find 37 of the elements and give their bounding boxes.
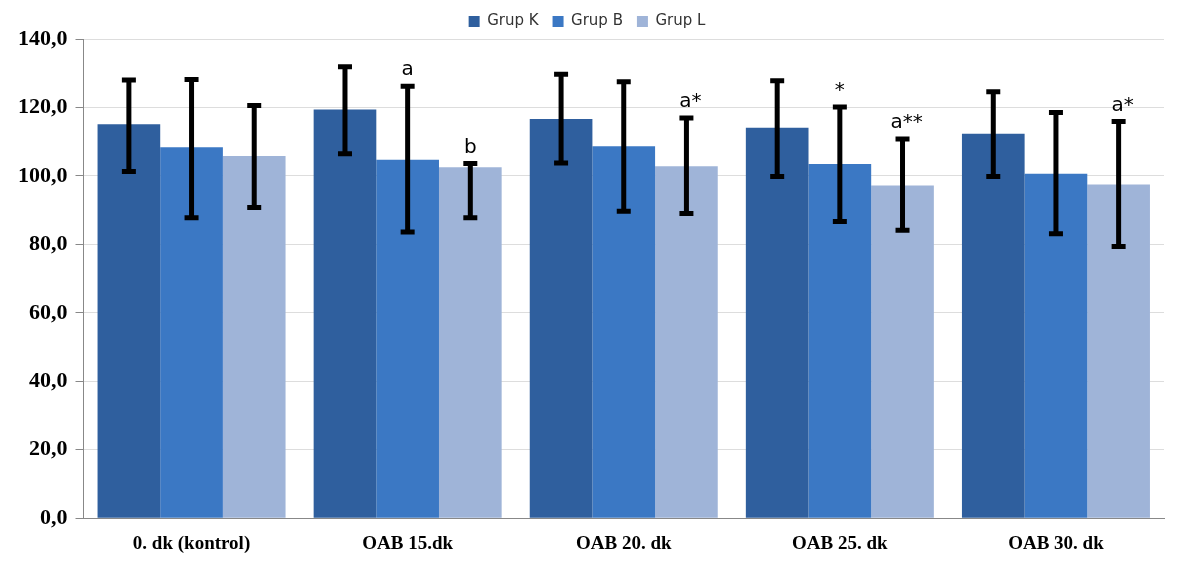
x-tick-label: OAB 15.dk (362, 531, 454, 553)
y-tick-label: 0,0 (40, 503, 68, 529)
bar (376, 159, 439, 518)
bar (222, 156, 286, 518)
annotation: a (401, 56, 414, 81)
y-tick-label: 20,0 (29, 435, 68, 461)
bar (97, 124, 161, 518)
annotation: a* (679, 88, 702, 113)
bar (1087, 184, 1150, 518)
y-tick-label: 80,0 (29, 230, 68, 256)
annotation: b (463, 133, 477, 158)
x-tick-label: OAB 20. dk (575, 531, 672, 553)
bar (1024, 173, 1088, 518)
legend-label: Grup L (655, 11, 707, 30)
y-tick-label: 140,0 (18, 24, 68, 50)
bar (745, 127, 809, 518)
bar (655, 166, 718, 518)
bar (871, 185, 934, 518)
bar (592, 146, 656, 518)
x-tick-label: 0. dk (kontrol) (132, 531, 251, 554)
annotation: a* (1111, 91, 1134, 116)
legend-label: Grup K (487, 11, 540, 30)
legend-label: Grup B (571, 11, 623, 30)
bar (438, 167, 502, 518)
x-tick-label: OAB 30. dk (1008, 531, 1105, 553)
y-tick-label: 60,0 (29, 298, 68, 324)
x-tick-label: OAB 25. dk (792, 531, 889, 553)
bar (160, 147, 223, 518)
y-tick-label: 100,0 (18, 161, 68, 187)
annotation: a** (890, 109, 923, 134)
bar (313, 109, 377, 518)
y-tick-label: 40,0 (29, 366, 68, 392)
bar (808, 163, 872, 518)
bar (529, 119, 593, 518)
annotation: * (834, 77, 845, 102)
bar (961, 133, 1025, 518)
y-tick-label: 120,0 (18, 93, 68, 119)
